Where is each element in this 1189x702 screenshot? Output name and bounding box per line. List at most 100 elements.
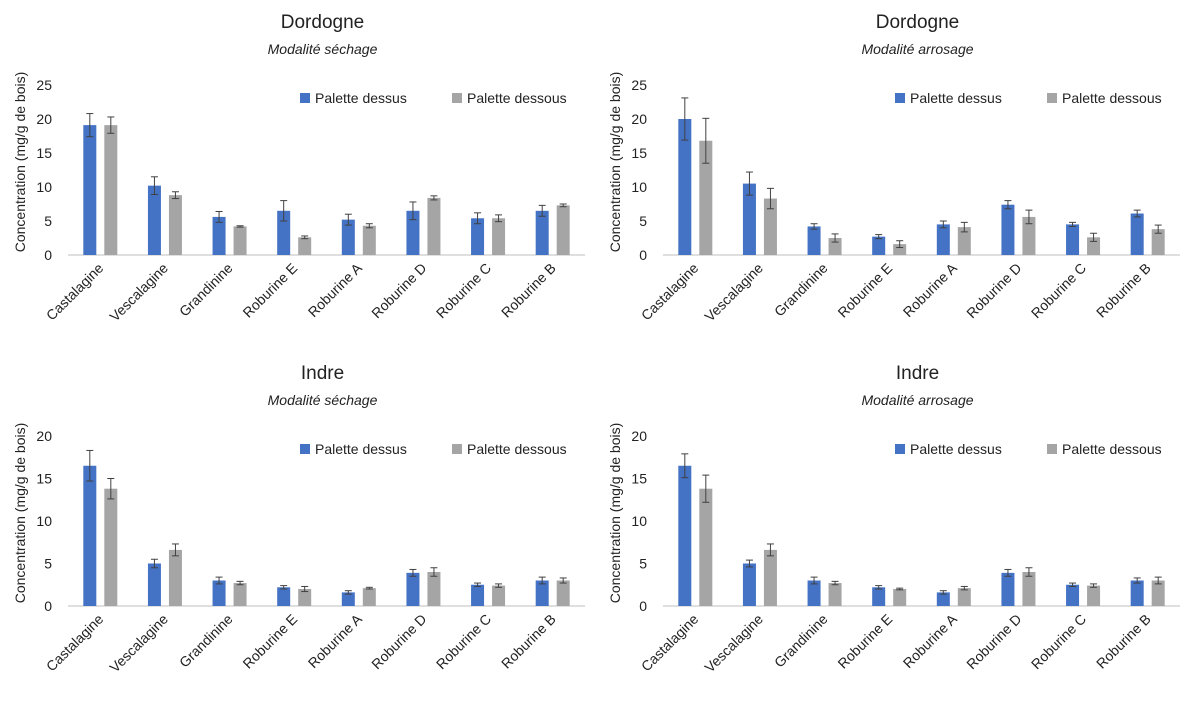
bar-palette-dessus (742, 183, 756, 255)
bar-palette-dessous (233, 226, 247, 255)
chart-svg: Dordogne Modalité arrosage Concentration (… (607, 12, 1180, 325)
chart-panel-indre-sechage: Indre Modalité séchage Concentration (mg/g… (0, 351, 594, 702)
chart-svg: Indre Modalité séchage Concentration (mg/g… (12, 363, 585, 676)
x-tick-label: Roburine A (305, 610, 366, 671)
y-tick-label: 5 (44, 556, 52, 572)
legend-swatch-palette-dessus (300, 93, 310, 103)
legend-label-palette-dessous: Palette dessous (467, 90, 567, 106)
x-tick-label: Vescalagine (701, 611, 766, 676)
x-tick-label: Roburine E (239, 611, 300, 672)
bar-palette-dessous (427, 197, 441, 255)
y-tick-label: 15 (36, 471, 52, 487)
chart-panel-dordogne-sechage: Dordogne Modalité séchage Concentration (m… (0, 0, 594, 351)
x-tick-label: Castalagine (43, 260, 107, 324)
x-tick-label: Grandinine (771, 260, 831, 320)
bar-palette-dessus (872, 587, 886, 606)
y-tick-label: 0 (44, 247, 52, 263)
x-tick-label: Roburine E (834, 260, 895, 321)
x-tick-label: Roburine B (498, 611, 559, 672)
legend-label-palette-dessus: Palette dessus (910, 441, 1002, 457)
x-tick-label: Grandinine (771, 611, 831, 671)
bar-palette-dessus (147, 563, 161, 606)
y-tick-label: 20 (631, 428, 647, 444)
bar-palette-dessus (212, 580, 226, 606)
y-tick-label: 10 (631, 513, 647, 529)
y-tick-label: 25 (36, 77, 52, 93)
bar-palette-dessus (936, 592, 950, 606)
y-tick-label: 10 (36, 513, 52, 529)
x-tick-label: Castalagine (638, 260, 702, 324)
x-tick-label: Grandinine (176, 611, 236, 671)
x-tick-label: Roburine D (368, 260, 429, 321)
bar-palette-dessous (763, 198, 777, 255)
y-tick-label: 25 (631, 77, 647, 93)
bar-palette-dessus (471, 218, 485, 255)
y-axis-label: Concentration (mg/g de bois) (607, 423, 623, 604)
x-tick-label: Roburine E (239, 260, 300, 321)
legend-swatch-palette-dessus (895, 93, 905, 103)
bar-palette-dessus (406, 210, 420, 255)
bar-palette-dessous (168, 195, 182, 255)
y-tick-label: 5 (639, 213, 647, 229)
legend-swatch-palette-dessus (300, 444, 310, 454)
bar-palette-dessous (699, 488, 713, 606)
bar-palette-dessous (828, 583, 842, 606)
chart-title: Dordogne (876, 12, 959, 33)
chart-panel-indre-arrosage: Indre Modalité arrosage Concentration (mg/… (595, 351, 1189, 702)
legend-swatch-palette-dessous (452, 444, 462, 454)
x-tick-label: Roburine A (305, 259, 366, 320)
bar-palette-dessus (147, 185, 161, 255)
y-tick-label: 10 (631, 179, 647, 195)
bar-palette-dessous (104, 125, 118, 256)
bar-palette-dessus (678, 465, 692, 606)
bar-palette-dessus (83, 125, 97, 256)
bar-palette-dessous (492, 218, 506, 255)
bar-palette-dessous (1151, 229, 1165, 255)
legend-label-palette-dessous: Palette dessous (1062, 90, 1162, 106)
x-tick-label: Roburine C (1028, 611, 1089, 672)
x-tick-label: Roburine D (963, 611, 1024, 672)
y-tick-label: 20 (631, 111, 647, 127)
bar-palette-dessous (298, 237, 312, 255)
y-tick-label: 20 (36, 428, 52, 444)
y-tick-label: 5 (639, 556, 647, 572)
bar-palette-dessus (83, 465, 97, 606)
chart-svg: Dordogne Modalité séchage Concentration (m… (12, 12, 585, 325)
bar-palette-dessous (1151, 580, 1165, 606)
bar-palette-dessus (212, 216, 226, 255)
x-tick-label: Roburine B (498, 260, 559, 321)
chart-subtitle: Modalité arrosage (861, 392, 973, 408)
x-tick-label: Roburine A (900, 610, 961, 671)
legend-label-palette-dessous: Palette dessous (467, 441, 567, 457)
bar-palette-dessus (936, 224, 950, 255)
bar-palette-dessus (807, 580, 821, 606)
bar-palette-dessous (893, 589, 907, 606)
x-tick-label: Roburine C (433, 260, 494, 321)
chart-subtitle: Modalité séchage (268, 41, 378, 57)
chart-panel-dordogne-arrosage: Dordogne Modalité arrosage Concentration (… (595, 0, 1189, 351)
bar-palette-dessus (678, 119, 692, 255)
x-tick-label: Grandinine (176, 260, 236, 320)
legend-swatch-palette-dessous (452, 93, 462, 103)
x-tick-label: Roburine D (963, 260, 1024, 321)
chart-subtitle: Modalité arrosage (861, 41, 973, 57)
y-tick-label: 0 (44, 598, 52, 614)
chart-svg: Indre Modalité arrosage Concentration (mg/… (607, 363, 1180, 676)
x-tick-label: Roburine B (1093, 260, 1154, 321)
x-tick-label: Vescalagine (106, 611, 171, 676)
bar-palette-dessous (957, 227, 971, 255)
bar-palette-dessous (1022, 216, 1036, 255)
bar-palette-dessus (406, 572, 420, 606)
bar-palette-dessus (1066, 224, 1080, 255)
bar-palette-dessous (556, 205, 570, 255)
legend-label-palette-dessous: Palette dessous (1062, 441, 1162, 457)
legend-swatch-palette-dessus (895, 444, 905, 454)
bar-palette-dessus (535, 580, 549, 606)
chart-subtitle: Modalité séchage (268, 392, 378, 408)
y-tick-label: 15 (631, 145, 647, 161)
bar-palette-dessus (1066, 584, 1080, 606)
bar-palette-dessous (492, 585, 506, 606)
y-tick-label: 0 (639, 598, 647, 614)
bar-palette-dessus (1130, 213, 1144, 255)
x-tick-label: Roburine D (368, 611, 429, 672)
